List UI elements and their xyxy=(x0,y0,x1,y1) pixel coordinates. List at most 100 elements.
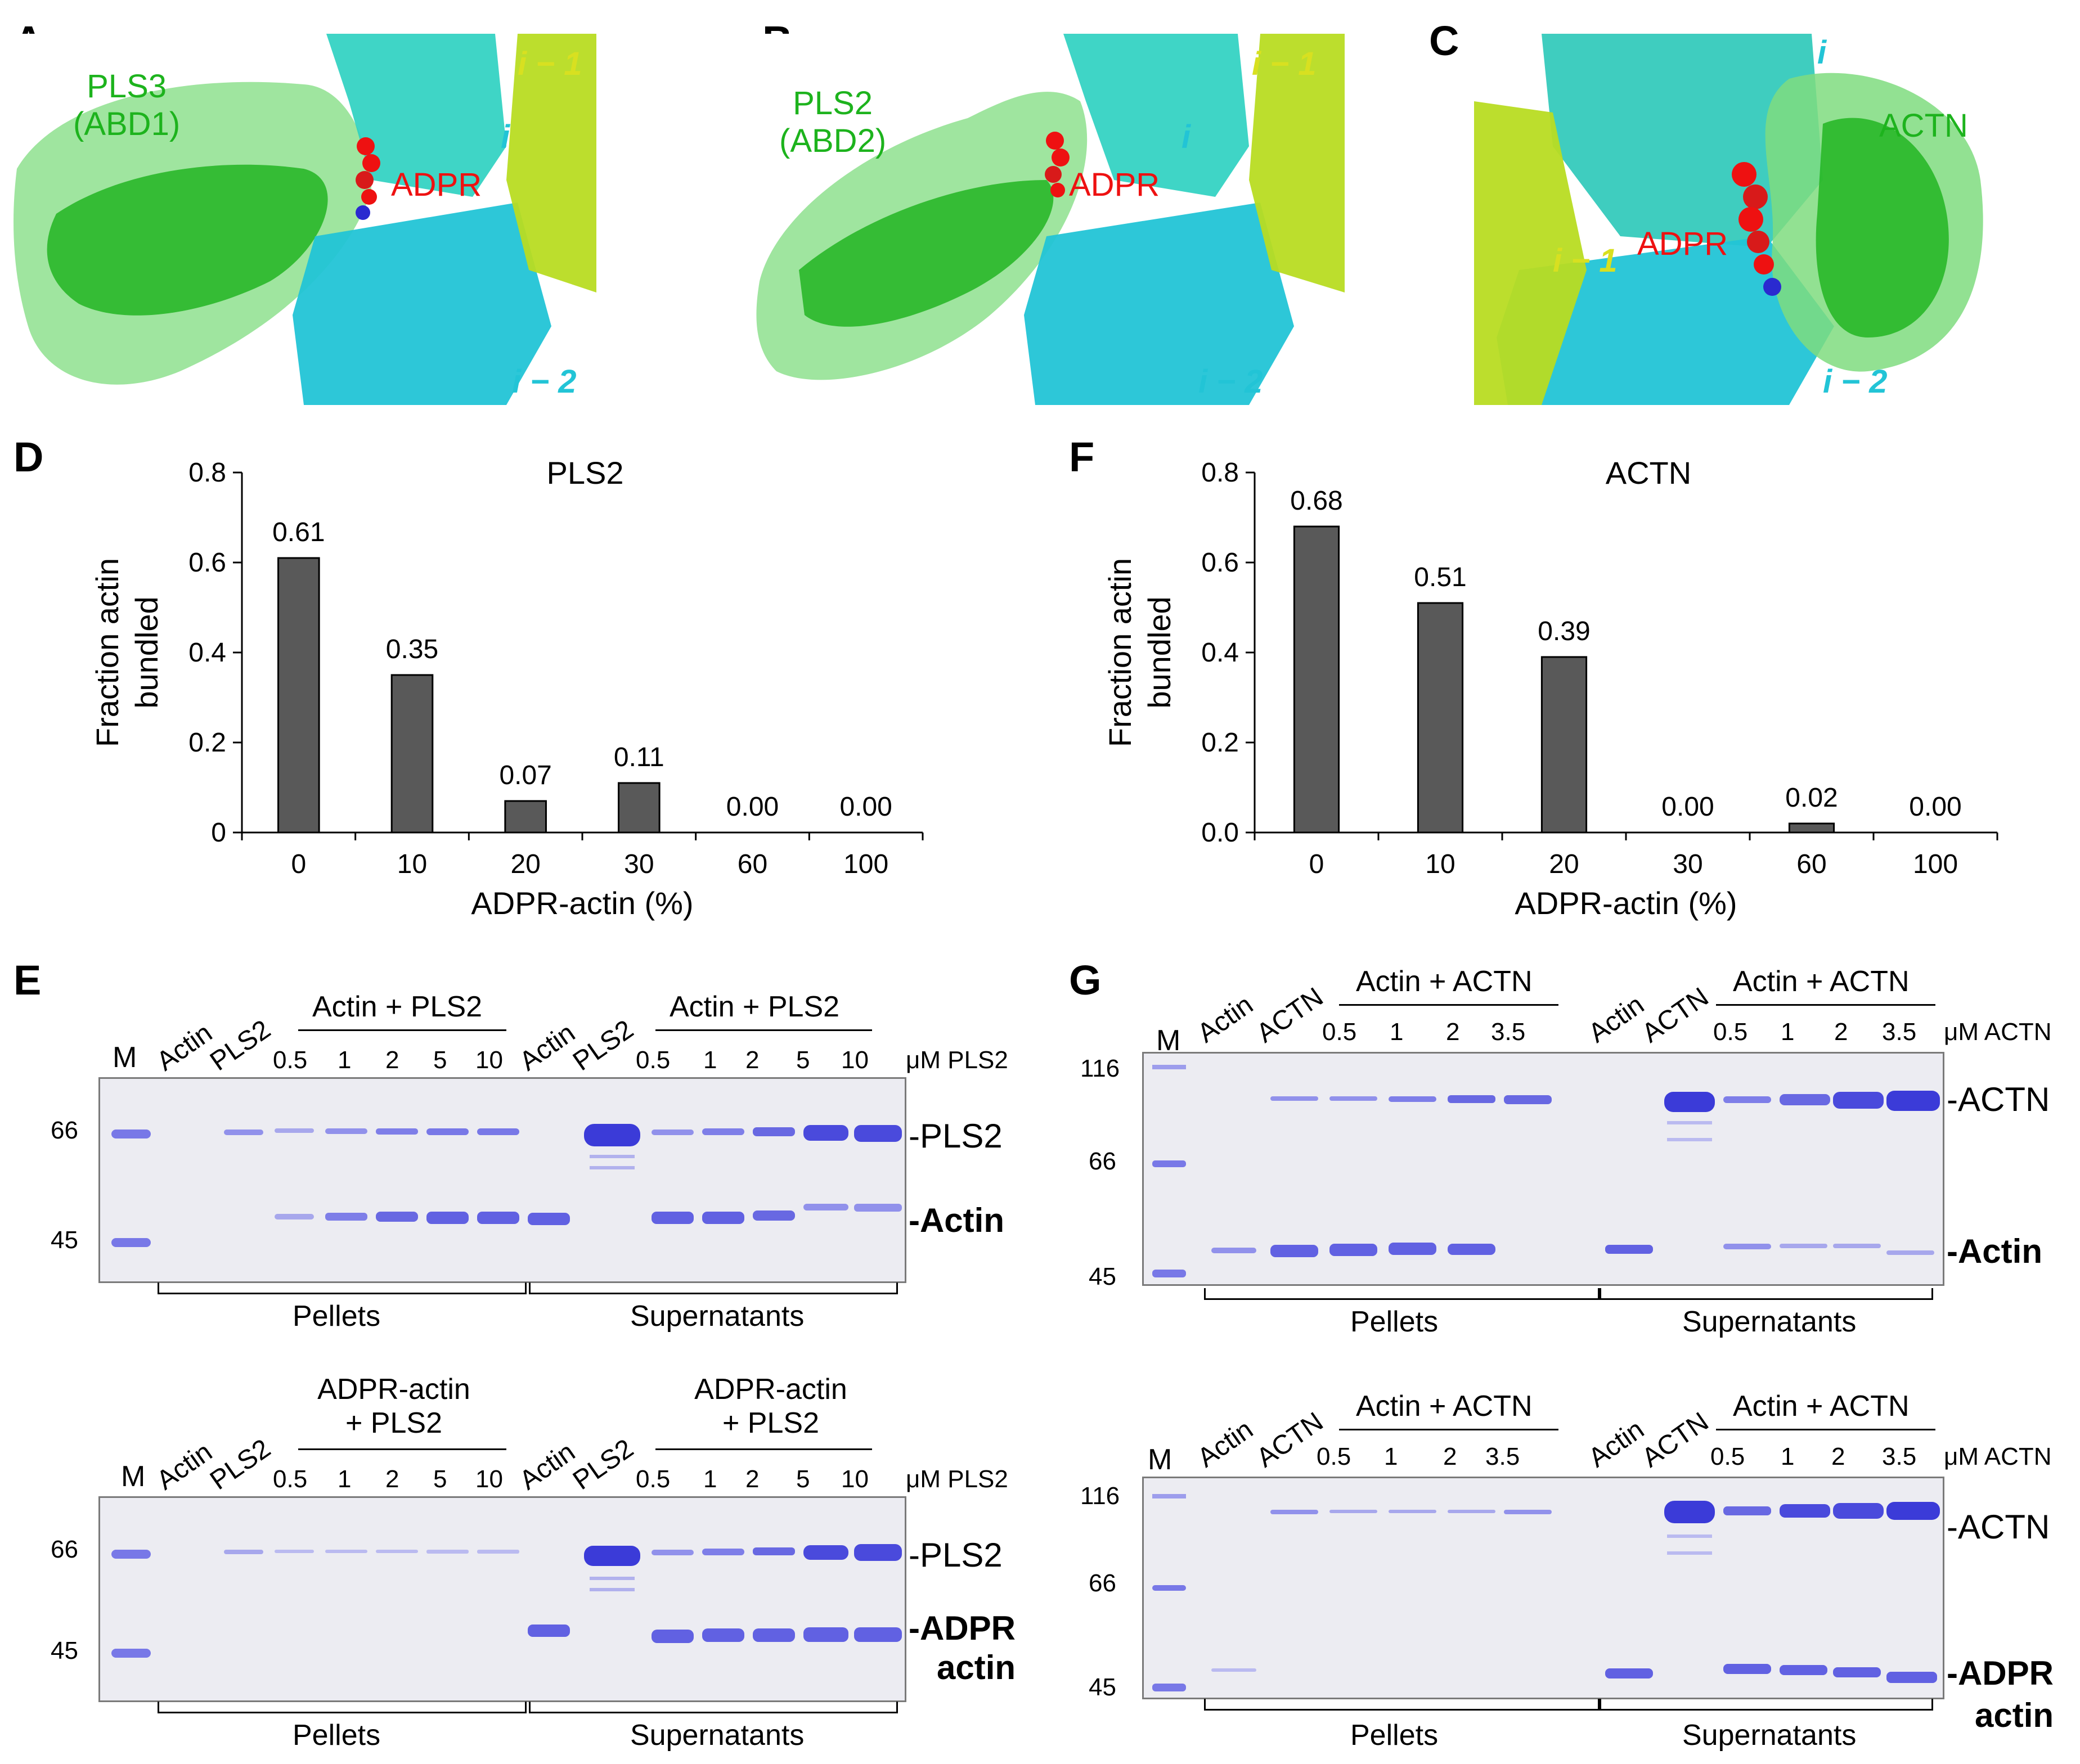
gel-g-top-unit: μM ACTN xyxy=(1944,1018,2052,1046)
gel-g-top-image xyxy=(1142,1052,1944,1286)
panel-label-e: E xyxy=(14,957,42,1004)
gel-e-bottom-lane-m: M xyxy=(121,1460,146,1493)
gel-e-bottom-lane-actin: Actin xyxy=(151,1437,218,1496)
chart-d-ytick-label-3: 0.6 xyxy=(188,548,226,578)
gel-g-top-conc-p3: 3.5 xyxy=(1491,1018,1526,1046)
chart-f-xtick-label-4: 60 xyxy=(1796,849,1826,879)
chart-f: 0.0 0.2 0.4 0.6 0.8 0 0.68 10 0.51 20 0.39 30 0.00 60… xyxy=(1102,455,1998,921)
gel-g-top-conc-s1: 1 xyxy=(1781,1018,1795,1046)
gel-e-top-header-line-left xyxy=(298,1029,506,1031)
chart-d-ylabel-line1: Fraction actin xyxy=(89,558,125,747)
chart-f-ylabel-line1: Fraction actin xyxy=(1102,558,1138,747)
chart-d-xtick-label-2: 20 xyxy=(510,849,540,879)
gel-e-bottom-conc-s2: 2 xyxy=(745,1465,760,1493)
gel-e-bottom-band-actin: actin xyxy=(937,1649,1016,1686)
chart-f-ytick-label-0: 0.0 xyxy=(1201,818,1239,848)
gel-e-bottom-lane-pls2-s: PLS2 xyxy=(568,1433,639,1496)
gel-g-bottom-mw-45: 45 xyxy=(1089,1673,1116,1701)
gel-e-top-pellets-label: Pellets xyxy=(293,1300,381,1333)
gel-g-top-mw-45: 45 xyxy=(1089,1263,1116,1290)
gel-g-top-bracket-supernatants xyxy=(1598,1288,1933,1300)
chart-f-bar-0 xyxy=(1293,525,1340,834)
gel-g-bottom-band-actn: -ACTN xyxy=(1947,1508,2050,1546)
gel-e-bottom-image xyxy=(98,1496,906,1702)
chart-d-bar-0 xyxy=(277,557,320,834)
chart-f-bar-4 xyxy=(1788,822,1835,834)
chart-d-xtick-label-1: 10 xyxy=(397,849,427,879)
panel-label-f: F xyxy=(1069,434,1095,480)
gel-e-bottom-conc-s1: 1 xyxy=(703,1465,717,1493)
gel-e-bottom-conc-s4: 10 xyxy=(841,1465,869,1493)
chart-d-value-label-5: 0.00 xyxy=(839,792,892,822)
gel-g-top-conc-s2: 2 xyxy=(1834,1018,1848,1046)
chart-f-ytick-label-1: 0.2 xyxy=(1201,728,1239,758)
chart-f-xtick-label-2: 20 xyxy=(1549,849,1579,879)
gel-e-top-unit: μM PLS2 xyxy=(906,1046,1008,1074)
chart-d-bar-2 xyxy=(504,800,547,834)
protein-label-c: ACTN xyxy=(1879,107,1968,144)
structure-image-a: PLS3 (ABD1) ADPR i i − 1 i − 2 xyxy=(11,34,596,405)
gel-e-bottom-lane-pls2: PLS2 xyxy=(205,1433,276,1496)
gel-e-top-mw-45: 45 xyxy=(51,1226,78,1254)
chart-d-value-label-0: 0.61 xyxy=(272,518,325,547)
gel-g-bottom-conc-p1: 1 xyxy=(1384,1443,1398,1470)
gel-g-bottom-conc-s1: 1 xyxy=(1781,1443,1795,1470)
gel-g-bottom-conc-p2: 2 xyxy=(1443,1443,1457,1470)
chart-f-value-label-4: 0.02 xyxy=(1785,783,1838,813)
gel-g-bottom-lane-m: M xyxy=(1148,1443,1172,1476)
chart-d-bar-1 xyxy=(390,674,434,834)
chart-f-ylabel-line2: bundled xyxy=(1142,596,1177,708)
chart-d-bar-3 xyxy=(618,782,661,834)
gel-e-top-conc-s4: 10 xyxy=(841,1046,869,1074)
chart-d-xlabel: ADPR-actin (%) xyxy=(471,885,693,921)
panel-label-d: D xyxy=(14,434,44,480)
chart-d-ytick-label-0: 0 xyxy=(211,818,226,848)
gel-g-bottom-lane-actin-s: Actin xyxy=(1583,1414,1650,1474)
chart-f-value-label-3: 0.00 xyxy=(1661,792,1714,822)
gel-e-top-image xyxy=(98,1077,906,1283)
subunit-i-label-b: i xyxy=(1181,119,1191,155)
gel-g-top-conc-p1: 1 xyxy=(1390,1018,1404,1046)
chart-d-title: PLS2 xyxy=(547,455,624,490)
gel-g-top-lane-actn: ACTN xyxy=(1251,982,1329,1049)
gel-g-bottom-mw-66: 66 xyxy=(1089,1569,1116,1597)
chart-f-value-label-2: 0.39 xyxy=(1538,616,1590,646)
gel-e-bottom-bracket-supernatants xyxy=(529,1702,898,1713)
chart-f-xtick-label-5: 100 xyxy=(1913,849,1958,879)
gel-e-top-lane-actin-s: Actin xyxy=(514,1018,581,1077)
gel-e-bottom-header-line-left xyxy=(298,1448,506,1450)
structure-image-b: PLS2 (ABD2) ADPR i i − 1 i − 2 xyxy=(754,34,1345,405)
gel-g-top-conc-s3: 3.5 xyxy=(1882,1018,1917,1046)
gel-g-top-mw-116: 116 xyxy=(1080,1055,1120,1082)
chart-f-xtick-label-3: 30 xyxy=(1673,849,1702,879)
gel-e-bottom-band-adpr: -ADPR xyxy=(909,1609,1016,1647)
subunit-i1-label-a: i − 1 xyxy=(518,46,582,82)
gel-g-bottom-header-left: Actin + ACTN xyxy=(1356,1390,1533,1423)
gel-g-bottom-conc-p0: 0.5 xyxy=(1317,1443,1351,1470)
gel-e-bottom-conc-p0: 0.5 xyxy=(273,1465,308,1493)
chart-f-value-label-0: 0.68 xyxy=(1290,486,1342,516)
gel-e-bottom-header-right: ADPR-actin + PLS2 xyxy=(694,1373,847,1439)
gel-e-top-conc-p1: 1 xyxy=(338,1046,352,1074)
gel-g-top-band-actn: -ACTN xyxy=(1947,1081,2050,1118)
protein-label-a: PLS3 (ABD1) xyxy=(73,68,181,142)
chart-d-xtick-label-3: 30 xyxy=(624,849,654,879)
gel-e-top-band-pls2: -PLS2 xyxy=(909,1117,1003,1155)
gel-g-top-header-right: Actin + ACTN xyxy=(1733,965,1910,998)
chart-d-xtick-label-0: 0 xyxy=(291,849,306,879)
chart-f-ytick-label-2: 0.4 xyxy=(1201,638,1239,668)
ligand-label-a: ADPR xyxy=(391,166,482,203)
gel-g-top-header-line-left xyxy=(1339,1004,1558,1006)
gel-e-top-conc-s2: 2 xyxy=(745,1046,760,1074)
gel-g-bottom-header-line-left xyxy=(1339,1429,1558,1430)
subunit-i1-label-b: i − 1 xyxy=(1252,46,1317,82)
gel-g-top-band-actin: -Actin xyxy=(1947,1232,2042,1270)
gel-e-top-band-actin: -Actin xyxy=(909,1202,1004,1239)
gel-g-bottom-conc-s2: 2 xyxy=(1831,1443,1845,1470)
gel-e-top-lane-m: M xyxy=(113,1041,137,1074)
gel-e-top-conc-s1: 1 xyxy=(703,1046,717,1074)
gel-e-top-bracket-supernatants xyxy=(529,1282,898,1294)
chart-d-ytick-label-1: 0.2 xyxy=(188,728,226,758)
chart-f-ylabel: Fraction actin bundled xyxy=(1102,558,1177,747)
gel-g-bottom-mw-116: 116 xyxy=(1080,1482,1120,1510)
